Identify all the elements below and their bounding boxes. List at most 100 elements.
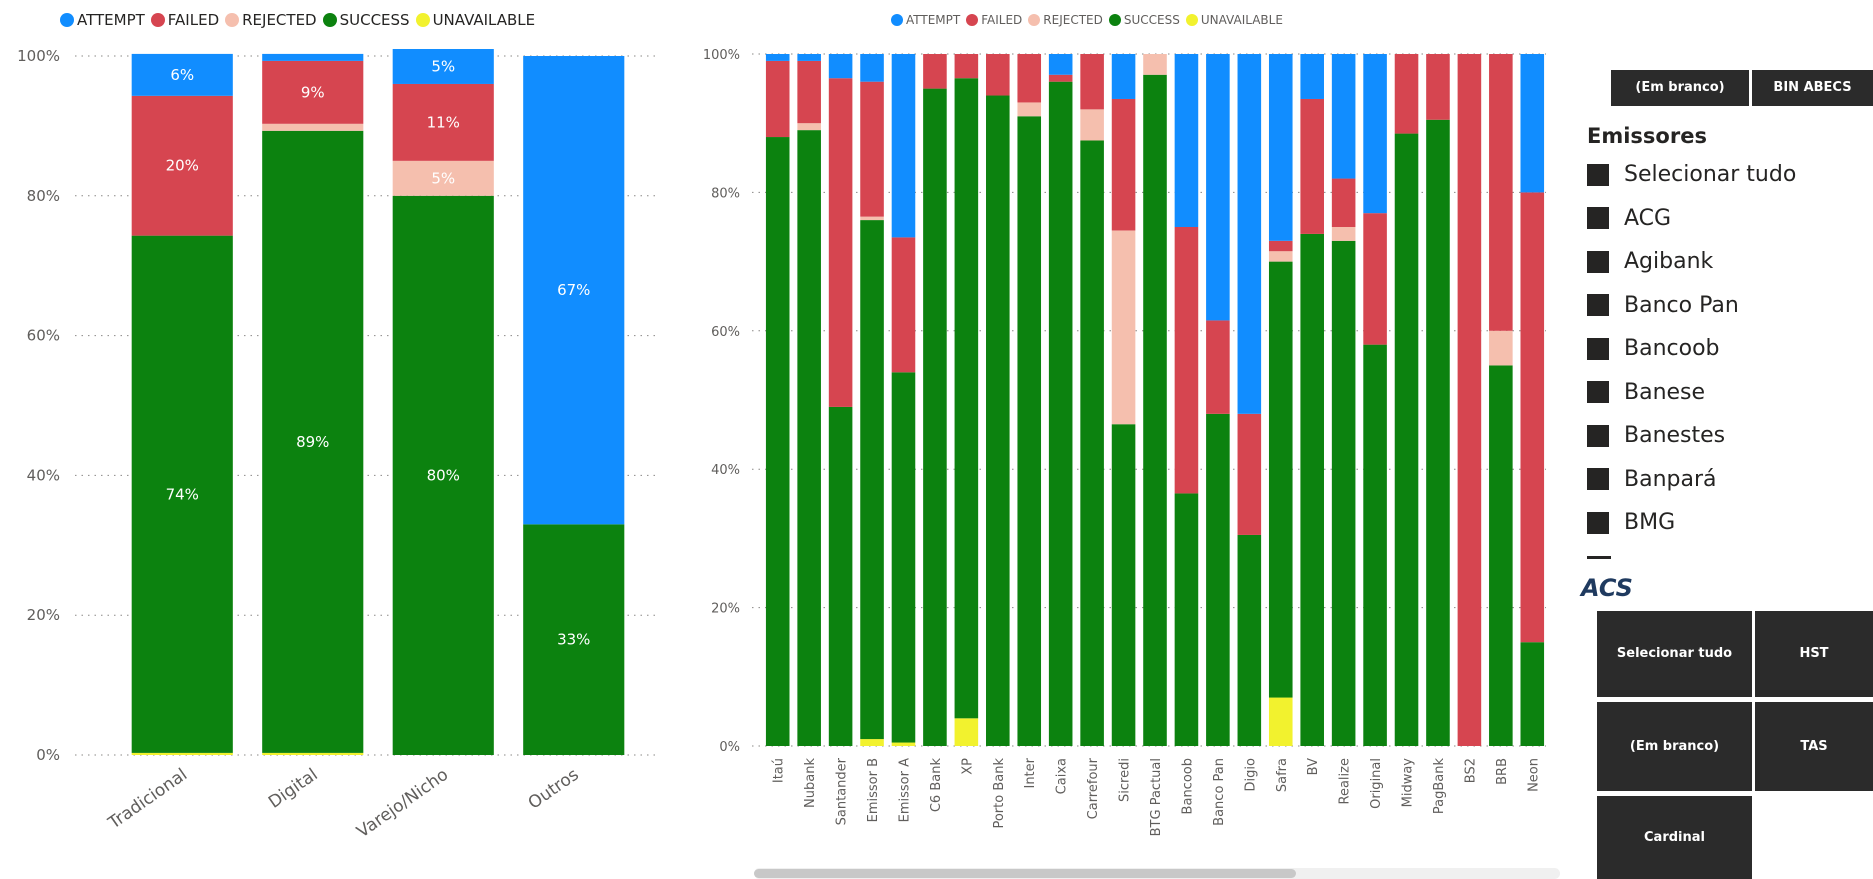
- bar-segment-failed[interactable]: [1457, 54, 1482, 746]
- checkbox-icon[interactable]: [1587, 294, 1609, 316]
- bar-segment-success[interactable]: [1268, 261, 1293, 698]
- bar-segment-attempt[interactable]: [392, 49, 494, 84]
- bar-segment-failed[interactable]: [1426, 54, 1450, 120]
- right-legend-item-rejected[interactable]: REJECTED: [1028, 13, 1103, 27]
- checkbox-icon[interactable]: [1587, 468, 1609, 490]
- bar-group-sicredi[interactable]: [1111, 54, 1136, 746]
- bar-segment-success[interactable]: [954, 78, 979, 719]
- bar-segment-rejected[interactable]: [392, 160, 494, 196]
- bar-segment-failed[interactable]: [131, 95, 233, 236]
- bar-segment-unavailable[interactable]: [954, 718, 979, 746]
- emissor-option-agibank[interactable]: Agibank: [1587, 249, 1713, 274]
- bar-segment-success[interactable]: [1363, 344, 1387, 746]
- bar-group-santander[interactable]: [828, 54, 853, 746]
- bar-segment-failed[interactable]: [1300, 98, 1324, 234]
- checkbox-icon[interactable]: [1587, 511, 1609, 534]
- bar-segment-failed[interactable]: [891, 237, 916, 373]
- left-legend-item-rejected[interactable]: REJECTED: [225, 11, 317, 29]
- bar-segment-success[interactable]: [891, 372, 916, 743]
- bar-segment-success[interactable]: [1174, 493, 1199, 746]
- acs-button-em-branco[interactable]: (Em branco): [1597, 702, 1752, 791]
- bar-segment-attempt[interactable]: [1111, 54, 1136, 99]
- bar-segment-failed[interactable]: [860, 81, 884, 217]
- emissor-option-acg[interactable]: ACG: [1587, 206, 1671, 231]
- checkbox-icon[interactable]: [1587, 381, 1609, 403]
- bar-segment-success[interactable]: [262, 130, 364, 753]
- bar-segment-attempt[interactable]: [828, 54, 853, 79]
- checkbox-icon[interactable]: [1587, 250, 1609, 273]
- bar-segment-unavailable[interactable]: [131, 752, 233, 755]
- bar-segment-failed[interactable]: [828, 78, 853, 407]
- emissor-option-banco-pan[interactable]: Banco Pan: [1587, 293, 1739, 318]
- bar-segment-success[interactable]: [1080, 140, 1104, 747]
- bar-segment-success[interactable]: [1237, 534, 1262, 746]
- left-legend-item-unavailable[interactable]: UNAVAILABLE: [415, 11, 535, 29]
- right-legend-item-failed[interactable]: FAILED: [966, 13, 1022, 27]
- left-legend-item-success[interactable]: SUCCESS: [322, 11, 410, 29]
- bar-segment-success[interactable]: [392, 195, 494, 756]
- bar-group-digio[interactable]: [1237, 54, 1262, 746]
- bar-segment-failed[interactable]: [1174, 227, 1199, 494]
- bar-segment-failed[interactable]: [1394, 54, 1419, 134]
- bar-group-inter[interactable]: [1017, 54, 1042, 746]
- acs-button-selecionar-tudo[interactable]: Selecionar tudo: [1597, 611, 1752, 697]
- bar-group-tradicional[interactable]: 74% 20% 6%: [131, 53, 233, 755]
- right-legend-item-unavailable[interactable]: UNAVAILABLE: [1185, 13, 1283, 27]
- acs-button-tas[interactable]: TAS: [1755, 702, 1873, 791]
- emissor-option-bancoob[interactable]: Bancoob: [1587, 336, 1720, 361]
- bar-group-btg-pactual[interactable]: [1143, 54, 1167, 746]
- bar-group-c6-bank[interactable]: [923, 54, 947, 747]
- bar-segment-rejected[interactable]: [1143, 54, 1167, 75]
- bar-segment-attempt[interactable]: [1206, 54, 1230, 321]
- bar-group-porto-bank[interactable]: [986, 54, 1010, 746]
- bar-segment-attempt[interactable]: [262, 53, 364, 61]
- right-legend-item-success[interactable]: SUCCESS: [1108, 13, 1180, 27]
- bar-group-emissor-b[interactable]: [860, 54, 884, 746]
- checkbox-icon[interactable]: [1587, 207, 1609, 229]
- right-legend-item-attempt[interactable]: ATTEMPT: [891, 13, 960, 27]
- bar-segment-attempt[interactable]: [765, 54, 790, 61]
- bar-segment-success[interactable]: [1143, 74, 1167, 746]
- bar-segment-rejected[interactable]: [1111, 230, 1136, 425]
- bar-segment-failed[interactable]: [1268, 240, 1293, 252]
- bar-segment-success[interactable]: [1520, 642, 1545, 746]
- checkbox-icon[interactable]: [1587, 337, 1609, 360]
- bar-segment-failed[interactable]: [1331, 178, 1356, 227]
- bar-segment-attempt[interactable]: [891, 54, 916, 238]
- bar-segment-failed[interactable]: [1080, 54, 1104, 110]
- bar-group-bancoob[interactable]: [1174, 54, 1199, 746]
- bar-group-pagbank[interactable]: [1426, 54, 1450, 747]
- bar-segment-attempt[interactable]: [1331, 54, 1356, 179]
- bar-segment-success[interactable]: [1300, 233, 1324, 747]
- bar-segment-unavailable[interactable]: [891, 742, 916, 746]
- bar-segment-failed[interactable]: [1111, 98, 1136, 231]
- bar-segment-rejected[interactable]: [1331, 227, 1356, 241]
- bar-group-xp[interactable]: [954, 54, 979, 746]
- chart-scrollbar-thumb[interactable]: [754, 869, 1296, 878]
- bar-segment-success[interactable]: [1206, 413, 1230, 746]
- bar-segment-success[interactable]: [923, 88, 947, 747]
- checkbox-icon[interactable]: [1587, 424, 1609, 447]
- bar-segment-failed[interactable]: [986, 54, 1010, 96]
- bar-segment-failed[interactable]: [1206, 320, 1230, 414]
- bar-group-midway[interactable]: [1394, 54, 1419, 746]
- bar-group-emissor-a[interactable]: [891, 54, 916, 746]
- bar-segment-attempt[interactable]: [1048, 54, 1073, 75]
- bar-group-banco-pan[interactable]: [1206, 54, 1230, 746]
- bar-segment-attempt[interactable]: [523, 56, 625, 525]
- slicer-button-em-branco[interactable]: (Em branco): [1611, 70, 1749, 106]
- bar-segment-rejected[interactable]: [1017, 102, 1042, 117]
- emissor-option-banpara[interactable]: Banpará: [1587, 467, 1717, 492]
- bar-segment-attempt[interactable]: [797, 54, 821, 61]
- bar-segment-unavailable[interactable]: [1268, 697, 1293, 746]
- bar-group-carrefour[interactable]: [1080, 54, 1104, 746]
- bar-group-bs2[interactable]: [1457, 54, 1482, 746]
- bar-group-safra[interactable]: [1268, 54, 1293, 746]
- bar-group-outros[interactable]: 33% 67%: [523, 56, 625, 755]
- bar-segment-success[interactable]: [131, 235, 233, 753]
- bar-segment-failed[interactable]: [923, 54, 947, 89]
- bar-group-digital[interactable]: 89% 9%: [262, 53, 364, 755]
- bar-segment-success[interactable]: [1017, 116, 1042, 746]
- bar-group-original[interactable]: [1363, 54, 1387, 746]
- bar-segment-success[interactable]: [1111, 424, 1136, 746]
